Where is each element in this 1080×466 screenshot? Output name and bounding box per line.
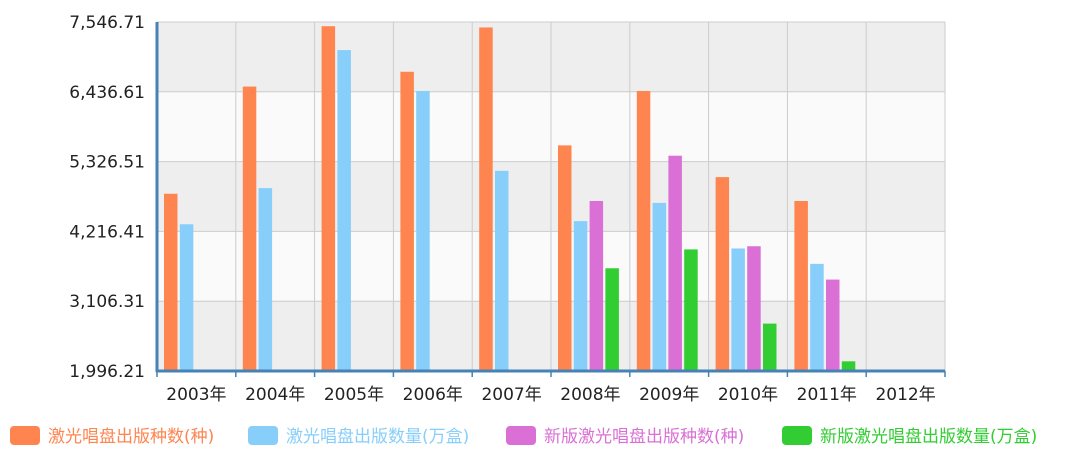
legend-label: 新版激光唱盘出版数量(万盒) [820, 427, 1037, 447]
legend-swatch [782, 426, 812, 445]
x-tick-label: 2012年 [875, 385, 935, 405]
y-axis-ticks: 7,546.71 6,436.61 5,326.51 4,216.41 3,106.31… [69, 13, 145, 382]
bar [179, 224, 194, 371]
bar [242, 86, 257, 371]
legend: 激光唱盘出版种数(种) 激光唱盘出版数量(万盒) 新版激光唱盘出版种数(种) 新版激光… [10, 426, 1037, 447]
bar [479, 27, 493, 371]
bar [495, 170, 509, 371]
bar [558, 145, 572, 371]
x-tick-label: 2004年 [245, 385, 305, 405]
bar [715, 177, 730, 371]
bar [400, 71, 414, 372]
bar [573, 221, 588, 371]
x-tick-label: 2010年 [718, 385, 778, 405]
bar [668, 155, 682, 371]
bar [841, 361, 856, 371]
bar [684, 249, 698, 371]
x-tick-label: 2011年 [797, 385, 857, 405]
y-tick-label: 7,546.71 [69, 13, 145, 33]
bar [747, 246, 761, 371]
legend-swatch [10, 426, 40, 445]
bars [164, 26, 856, 372]
bar [589, 200, 604, 371]
x-axis-ticks: 2003年 2004年 2005年 2006年 2007年 2008年 2009年 2010年… [166, 385, 935, 405]
legend-swatch [506, 426, 536, 445]
legend-label: 激光唱盘出版数量(万盒) [286, 427, 469, 447]
bar [636, 90, 651, 372]
x-tick-label: 2003年 [166, 385, 226, 405]
x-tick-label: 2009年 [639, 385, 699, 405]
bar [826, 279, 840, 371]
y-tick-label: 3,106.31 [69, 292, 145, 312]
bar [605, 268, 619, 371]
y-tick-label: 4,216.41 [69, 222, 145, 242]
legend-swatch [248, 426, 278, 445]
legend-label: 激光唱盘出版种数(种) [48, 427, 214, 447]
x-tick-label: 2008年 [560, 385, 620, 405]
y-tick-label: 1,996.21 [69, 362, 145, 382]
bar [794, 200, 808, 371]
x-tick-label: 2005年 [324, 385, 384, 405]
bar [337, 50, 351, 371]
bar [416, 90, 430, 372]
bar [321, 26, 336, 371]
legend-label: 新版激光唱盘出版种数(种) [544, 427, 744, 447]
axes [155, 22, 946, 377]
y-tick-label: 6,436.61 [69, 83, 145, 103]
bar [258, 188, 273, 371]
x-tick-label: 2007年 [481, 385, 541, 405]
bar [763, 323, 777, 371]
bar [810, 263, 824, 371]
bar [164, 193, 178, 371]
bar [731, 248, 745, 371]
y-tick-label: 5,326.51 [69, 153, 145, 173]
x-tick-label: 2006年 [403, 385, 463, 405]
bar [652, 202, 667, 371]
